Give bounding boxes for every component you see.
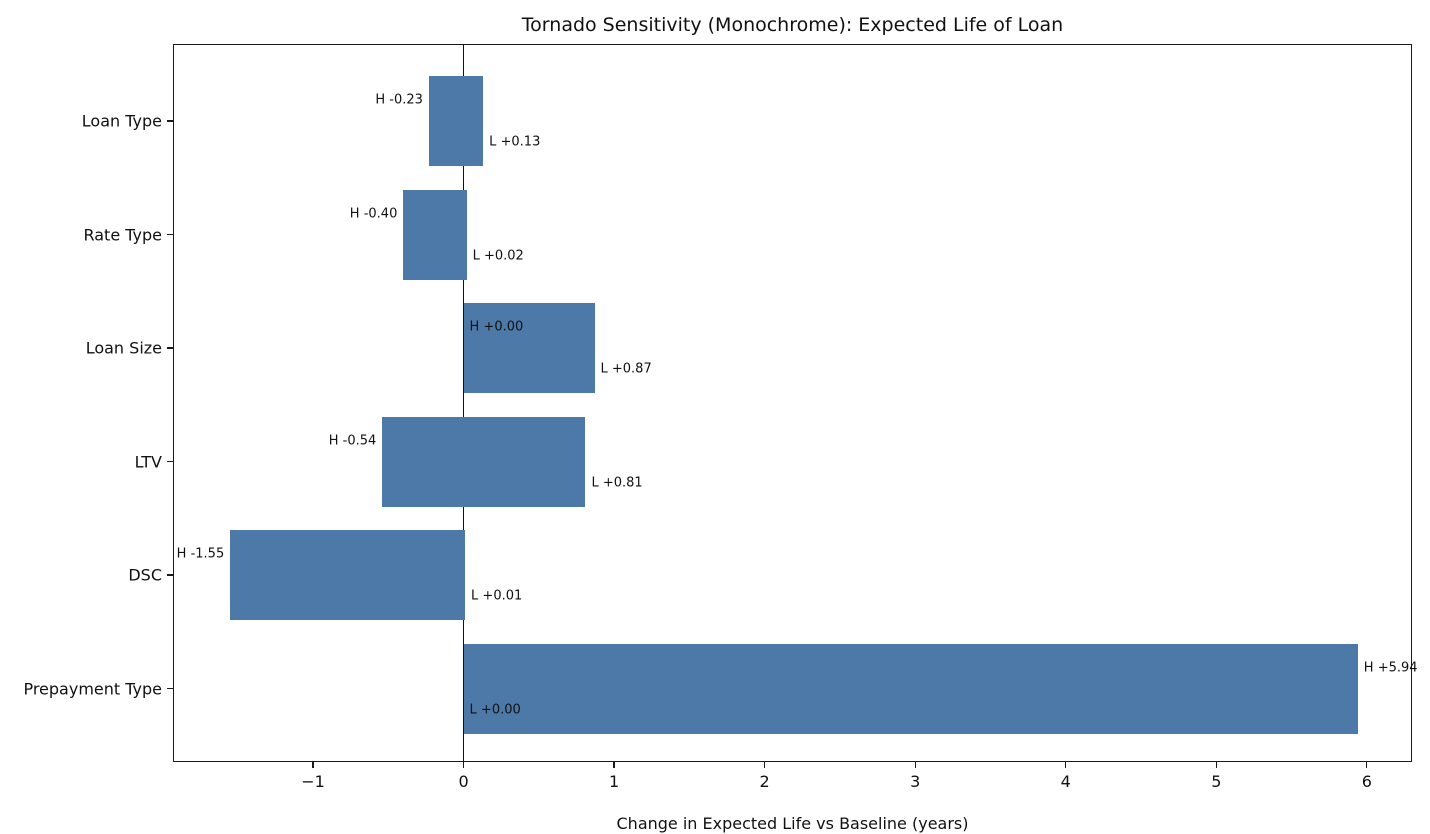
y-tick-mark: [167, 460, 173, 463]
y-tick-mark: [167, 120, 173, 122]
high-value-label: H -0.40: [349, 206, 398, 221]
bar-prepayment-type: [463, 643, 1358, 734]
x-tick-mark: [312, 762, 314, 768]
bar-loan-type: [428, 76, 484, 166]
y-tick-mark: [167, 347, 173, 349]
low-value-label: L +0.87: [600, 361, 652, 377]
low-value-label: L +0.13: [489, 134, 541, 150]
x-tick-mark: [1215, 762, 1217, 768]
high-value-label: H -0.54: [328, 433, 377, 448]
high-value-label: H -1.55: [176, 546, 225, 562]
x-tick-label-3: 3: [910, 772, 921, 791]
high-value-label: H +5.94: [1363, 660, 1418, 675]
low-value-label: L +0.01: [471, 588, 523, 604]
x-tick-mark: [462, 762, 465, 768]
chart-title: Tornado Sensitivity (Monochrome): Expect…: [521, 14, 1064, 36]
x-tick-label--1: −1: [301, 772, 325, 791]
x-tick-label-6: 6: [1361, 772, 1372, 791]
x-tick-mark: [1065, 762, 1067, 768]
y-tick-mark: [167, 687, 173, 690]
y-tick-label-ltv: LTV: [134, 452, 162, 471]
y-tick-label-rate-type: Rate Type: [83, 225, 162, 244]
x-tick-mark: [1366, 762, 1368, 768]
x-tick-label-1: 1: [609, 772, 620, 791]
x-tick-mark: [914, 762, 916, 768]
y-tick-mark: [167, 574, 173, 576]
bar-rate-type: [403, 189, 467, 280]
x-tick-label-2: 2: [759, 772, 770, 791]
plot-area: [173, 44, 1412, 762]
zero-axis-line: [462, 44, 465, 762]
x-axis-label: Change in Expected Life vs Baseline (yea…: [616, 814, 969, 833]
y-tick-label-dsc: DSC: [128, 565, 162, 585]
y-tick-label-loan-type: Loan Type: [81, 111, 162, 131]
bar-dsc: [230, 530, 466, 620]
bar-ltv: [382, 416, 586, 507]
high-value-label: H -0.23: [375, 92, 423, 108]
y-tick-label-prepayment-type: Prepayment Type: [23, 679, 162, 698]
x-tick-mark: [613, 762, 615, 768]
high-value-label: H +0.00: [469, 319, 524, 335]
x-tick-mark: [763, 762, 766, 768]
x-tick-label-0: 0: [458, 772, 469, 791]
bar-loan-size: [463, 303, 595, 393]
x-tick-label-5: 5: [1211, 772, 1222, 791]
low-value-label: L +0.00: [469, 702, 521, 717]
low-value-label: L +0.81: [591, 475, 643, 490]
x-tick-label-4: 4: [1060, 772, 1071, 791]
y-tick-mark: [167, 233, 173, 236]
low-value-label: L +0.02: [472, 248, 524, 263]
y-tick-label-loan-size: Loan Size: [85, 338, 162, 358]
